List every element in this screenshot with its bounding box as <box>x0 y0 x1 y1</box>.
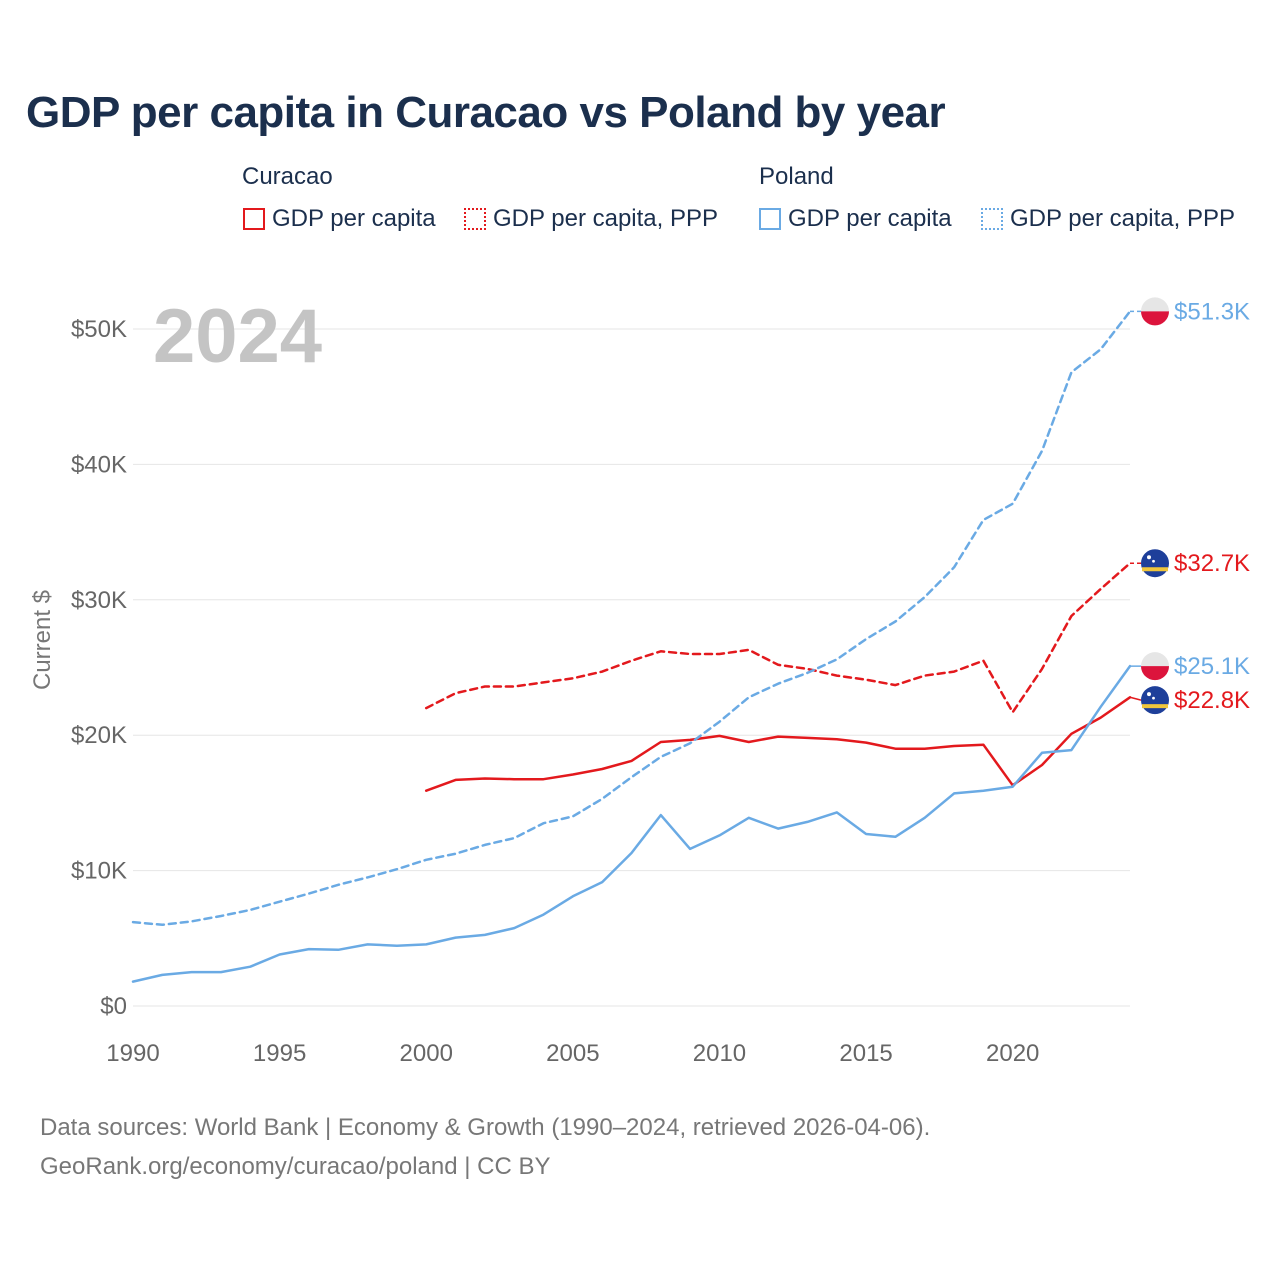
flag-star <box>1152 696 1155 700</box>
flag-blue <box>1141 549 1169 578</box>
flag-red <box>1141 666 1169 681</box>
series-line-curacao-ppp <box>424 561 1132 714</box>
x-tick-label: 1995 <box>253 1040 306 1067</box>
legend-swatch-poland-dotted <box>981 208 1003 230</box>
end-label-layer: $51.3K $32.7K $25.1K $22.8K <box>1129 297 1250 715</box>
curacao-flag-icon <box>1141 549 1169 578</box>
y-tick-label: $10K <box>71 858 127 885</box>
flag-stripe <box>1142 567 1168 572</box>
year-overlay: 2024 <box>153 294 322 379</box>
x-tick-label: 2005 <box>546 1040 599 1067</box>
series-line-poland-ppp <box>131 310 1132 927</box>
series-line-curacao-gdp <box>424 696 1132 792</box>
source-line-1: Data sources: World Bank | Economy & Gro… <box>40 1114 931 1141</box>
legend-group-curacao: Curacao <box>242 163 333 190</box>
series-layer <box>131 310 1132 983</box>
series-line-poland-gdp <box>131 664 1132 983</box>
flag-stripe <box>1142 704 1168 709</box>
legend-label: GDP per capita, PPP <box>1010 205 1235 232</box>
chart-plot: $0 $10K $20K $30K $40K $50K 1990 1995 2000 2005 20… <box>29 294 1250 1067</box>
y-tick-label: $40K <box>71 451 127 478</box>
source-note: Data sources: World Bank | Economy & Gro… <box>40 1108 930 1186</box>
flag-red <box>1141 311 1169 326</box>
flag-blue <box>1141 686 1169 715</box>
legend-item-curacao-gdp[interactable]: GDP per capita <box>243 205 436 233</box>
x-tick-label: 2015 <box>839 1040 892 1067</box>
legend-label: GDP per capita, PPP <box>493 205 718 232</box>
curacao-flag-icon <box>1141 686 1169 715</box>
legend-item-poland-gdp[interactable]: GDP per capita <box>759 205 952 233</box>
poland-flag-icon <box>1141 297 1169 326</box>
end-connector <box>1129 696 1142 701</box>
y-axis-label: Current $ <box>29 590 56 690</box>
legend-swatch-poland-solid <box>759 208 781 230</box>
legend-item-curacao-ppp[interactable]: GDP per capita, PPP <box>464 205 718 233</box>
x-tick-label: 2000 <box>400 1040 453 1067</box>
y-tick-label: $0 <box>100 993 127 1020</box>
axis-layer: $0 $10K $20K $30K $40K $50K 1990 1995 2000 2005 20… <box>71 316 1039 1067</box>
legend-swatch-curacao-dotted <box>464 208 486 230</box>
x-tick-label: 2010 <box>693 1040 746 1067</box>
chart-title: GDP per capita in Curacao vs Poland by y… <box>26 88 946 137</box>
legend-swatch-curacao-solid <box>243 208 265 230</box>
flag-star <box>1147 555 1151 560</box>
poland-flag-icon <box>1141 652 1169 681</box>
x-tick-label: 1990 <box>106 1040 159 1067</box>
x-tick-label: 2020 <box>986 1040 1039 1067</box>
legend-item-poland-ppp[interactable]: GDP per capita, PPP <box>981 205 1235 233</box>
end-value-label: $32.7K <box>1174 550 1250 577</box>
flag-star <box>1152 559 1155 563</box>
flag-star <box>1147 692 1151 697</box>
grid-layer <box>133 328 1130 1007</box>
y-tick-label: $50K <box>71 316 127 343</box>
y-tick-label: $20K <box>71 722 127 749</box>
end-value-label: $25.1K <box>1174 653 1250 680</box>
end-value-label: $22.8K <box>1174 687 1250 714</box>
legend-label: GDP per capita <box>272 205 436 232</box>
y-tick-label: $30K <box>71 587 127 614</box>
legend-label: GDP per capita <box>788 205 952 232</box>
legend-group-poland: Poland <box>759 163 834 190</box>
source-line-2: GeoRank.org/economy/curacao/poland | CC … <box>40 1153 551 1180</box>
end-value-label: $51.3K <box>1174 298 1250 325</box>
